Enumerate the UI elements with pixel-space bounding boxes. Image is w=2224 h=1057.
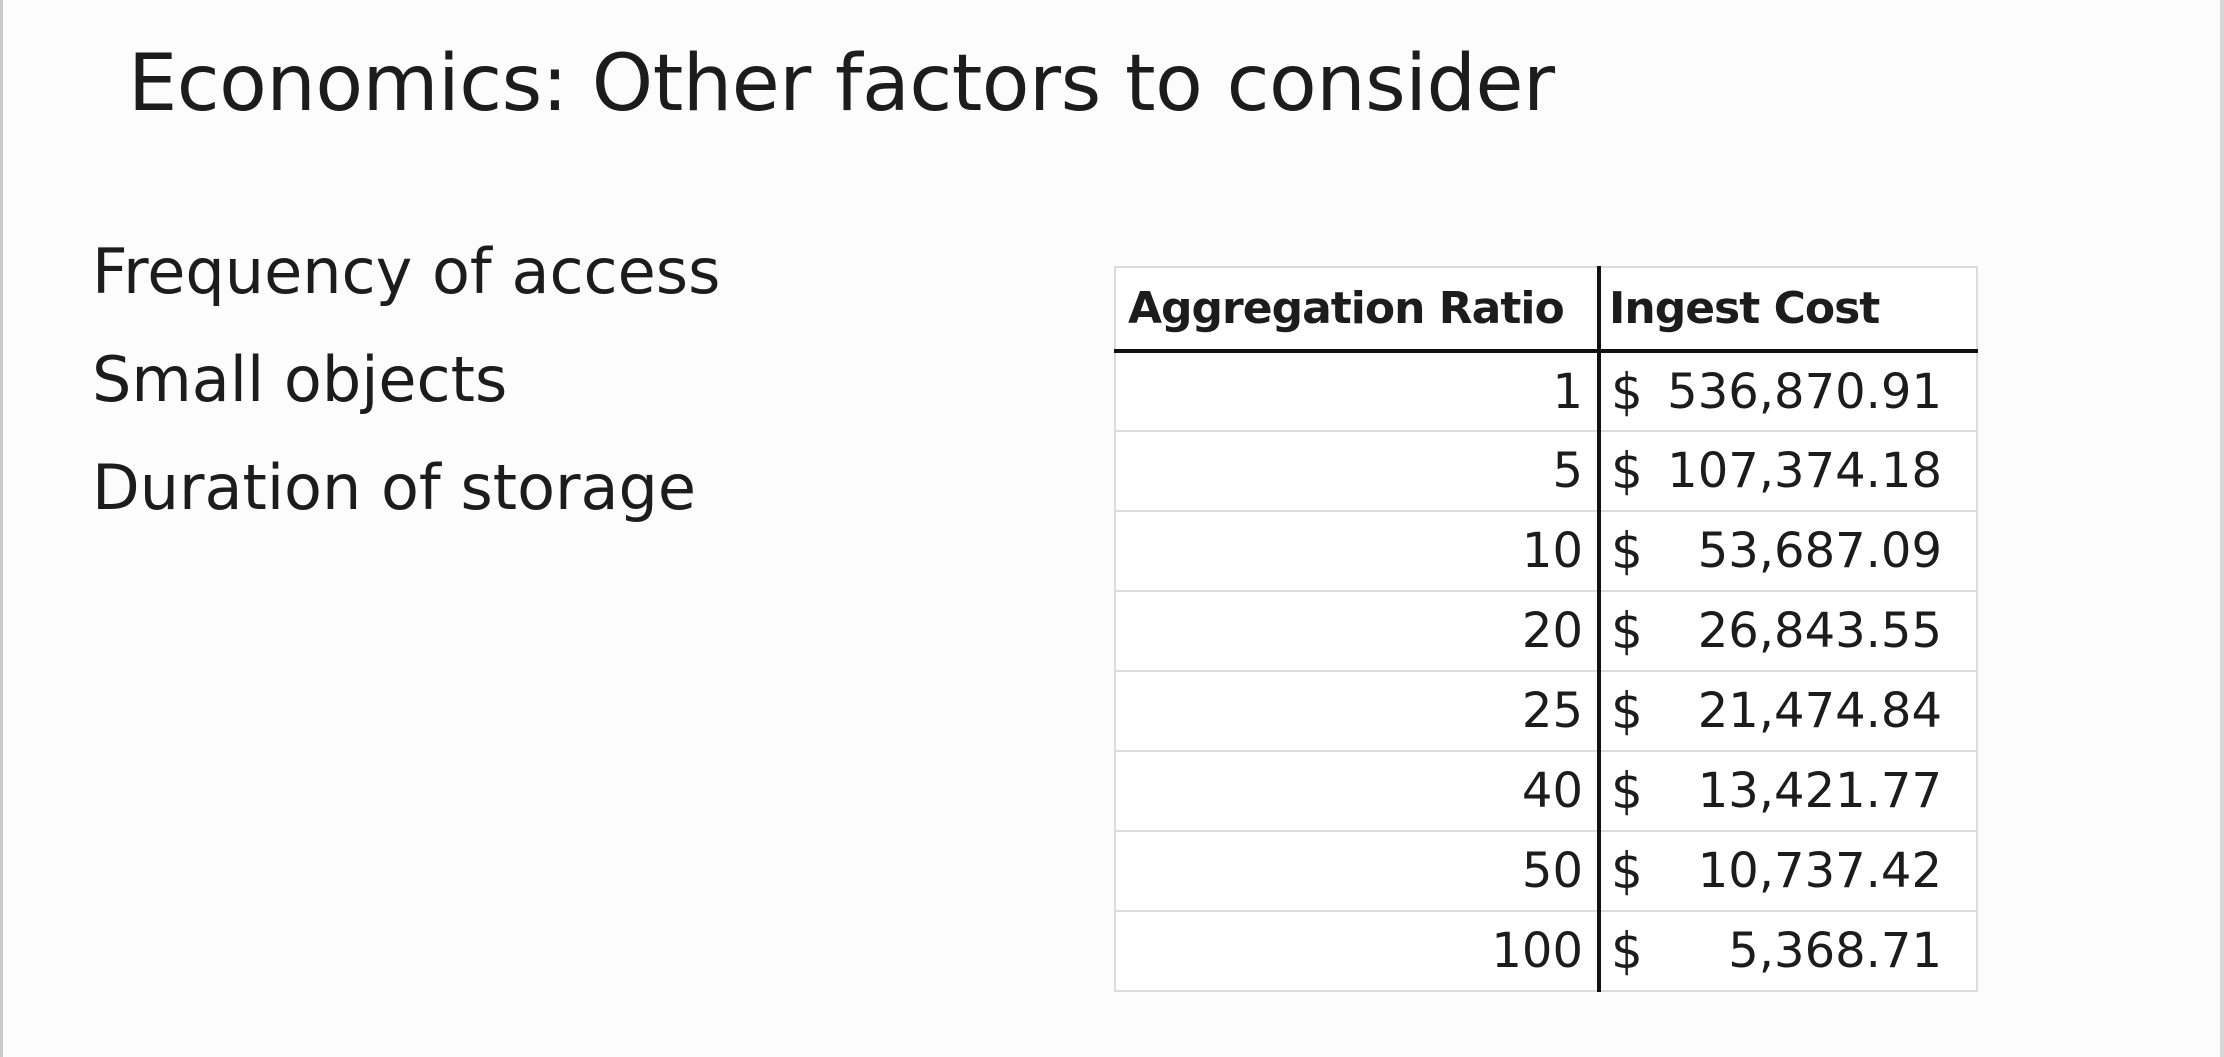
currency-symbol: $ <box>1611 682 1643 740</box>
slide-title: Economics: Other factors to consider <box>128 39 1555 129</box>
table-row: 5 $107,374.18 <box>1114 430 1978 512</box>
cost-cell: $10,737.42 <box>1598 830 1978 912</box>
ratio-cell: 40 <box>1114 750 1601 832</box>
header-ingest-cost: Ingest Cost <box>1598 266 1978 353</box>
cost-value: 536,870.91 <box>1667 363 1942 420</box>
cost-cell: $107,374.18 <box>1598 430 1978 512</box>
bullet-list: Frequency of access Small objects Durati… <box>92 218 720 542</box>
slide-border-right <box>2220 0 2224 1057</box>
currency-symbol: $ <box>1611 522 1643 580</box>
cost-cell: $21,474.84 <box>1598 670 1978 752</box>
cost-table-container: Aggregation Ratio Ingest Cost 1 $536,870… <box>1114 266 1978 992</box>
slide-border-left <box>0 0 3 1057</box>
ratio-cell: 25 <box>1114 670 1601 752</box>
cost-value: 53,687.09 <box>1697 523 1942 579</box>
cost-value: 107,374.18 <box>1667 443 1942 499</box>
ratio-cell: 100 <box>1114 910 1601 992</box>
cost-value: 5,368.71 <box>1728 923 1942 979</box>
header-aggregation-ratio: Aggregation Ratio <box>1114 266 1601 353</box>
bullet-item: Small objects <box>92 343 508 416</box>
table-row: 1 $536,870.91 <box>1114 350 1978 432</box>
cost-cell: $53,687.09 <box>1598 510 1978 592</box>
cost-cell: $5,368.71 <box>1598 910 1978 992</box>
table-header-row: Aggregation Ratio Ingest Cost <box>1114 266 1978 353</box>
ratio-cell: 20 <box>1114 590 1601 672</box>
bullet-item: Duration of storage <box>92 451 696 524</box>
ratio-cell: 5 <box>1114 430 1601 512</box>
cost-value: 21,474.84 <box>1697 683 1942 739</box>
currency-symbol: $ <box>1611 922 1643 980</box>
currency-symbol: $ <box>1611 362 1643 421</box>
cost-cell: $26,843.55 <box>1598 590 1978 672</box>
currency-symbol: $ <box>1611 762 1643 820</box>
table-row: 100 $5,368.71 <box>1114 910 1978 992</box>
ratio-cell: 1 <box>1114 350 1601 432</box>
currency-symbol: $ <box>1611 442 1643 500</box>
table-row: 20 $26,843.55 <box>1114 590 1978 672</box>
ratio-cell: 10 <box>1114 510 1601 592</box>
ingest-cost-table: Aggregation Ratio Ingest Cost 1 $536,870… <box>1114 266 1978 992</box>
table-row: 10 $53,687.09 <box>1114 510 1978 592</box>
bullet-item: Frequency of access <box>92 235 721 308</box>
table-row: 25 $21,474.84 <box>1114 670 1978 752</box>
table-row: 50 $10,737.42 <box>1114 830 1978 912</box>
cost-value: 26,843.55 <box>1697 603 1942 659</box>
ratio-cell: 50 <box>1114 830 1601 912</box>
cost-value: 13,421.77 <box>1697 763 1942 819</box>
cost-cell: $536,870.91 <box>1598 350 1978 432</box>
currency-symbol: $ <box>1611 602 1643 660</box>
cost-value: 10,737.42 <box>1697 843 1942 899</box>
currency-symbol: $ <box>1611 842 1643 900</box>
cost-cell: $13,421.77 <box>1598 750 1978 832</box>
table-row: 40 $13,421.77 <box>1114 750 1978 832</box>
